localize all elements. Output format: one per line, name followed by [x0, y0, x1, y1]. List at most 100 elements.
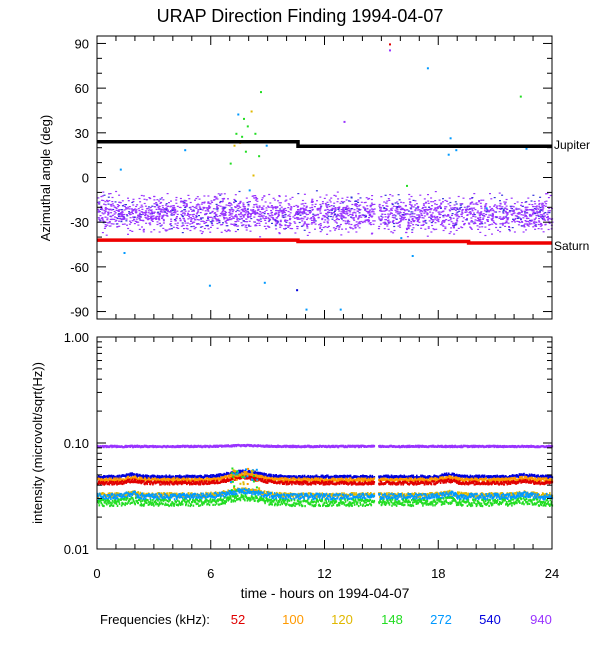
- band-point: [445, 215, 448, 217]
- band-point: [104, 226, 107, 228]
- intensity-point: [331, 477, 333, 480]
- band-point: [223, 206, 226, 208]
- band-point: [224, 229, 227, 231]
- intensity-point: [185, 474, 188, 477]
- band-point: [123, 209, 126, 211]
- band-point: [455, 229, 458, 231]
- intensity-point: [528, 473, 531, 476]
- band-point: [491, 212, 494, 215]
- band-point: [247, 205, 250, 207]
- band-point: [391, 209, 393, 211]
- intensity-point: [243, 474, 246, 477]
- band-point: [488, 228, 491, 230]
- band-point: [402, 219, 405, 221]
- band-point: [169, 223, 172, 225]
- band-point: [277, 212, 280, 214]
- band-point: [403, 216, 406, 218]
- band-point: [144, 216, 147, 218]
- band-point: [112, 205, 115, 207]
- intensity-point: [310, 479, 312, 482]
- band-point: [141, 226, 143, 228]
- intensity-point: [108, 477, 111, 480]
- intensity-point: [108, 478, 110, 482]
- band-point: [514, 215, 517, 217]
- band-point: [535, 208, 538, 210]
- band-point: [243, 206, 245, 208]
- band-point: [278, 232, 281, 234]
- band-point: [102, 220, 105, 222]
- band-point: [493, 197, 496, 199]
- band-point: [508, 210, 511, 212]
- band-point: [337, 228, 340, 230]
- band-point: [245, 227, 248, 229]
- band-point: [275, 213, 277, 215]
- band-point: [384, 194, 387, 196]
- band-point: [384, 219, 387, 221]
- band-point: [125, 207, 128, 209]
- band-point: [312, 215, 315, 217]
- band-point: [195, 204, 198, 206]
- band-point: [128, 223, 131, 225]
- intensity-point: [158, 476, 161, 479]
- scatter-point: [485, 207, 488, 210]
- band-point: [104, 216, 107, 218]
- band-point: [301, 203, 304, 205]
- band-point: [379, 209, 382, 211]
- band-point: [524, 213, 526, 215]
- band-point: [410, 208, 413, 210]
- band-point: [313, 219, 316, 221]
- intensity-point: [319, 476, 322, 479]
- band-point: [216, 205, 218, 207]
- intensity-point: [173, 477, 176, 480]
- band-point: [346, 222, 349, 224]
- intensity-point: [322, 474, 324, 477]
- band-point: [273, 219, 276, 221]
- band-point: [344, 217, 347, 219]
- band-point: [361, 221, 364, 224]
- band-point: [203, 227, 206, 230]
- band-point: [256, 206, 259, 209]
- band-point: [469, 207, 472, 210]
- band-point: [495, 206, 498, 208]
- band-point: [244, 212, 247, 214]
- band-point: [201, 217, 204, 219]
- intensity-point: [292, 479, 295, 482]
- band-point: [428, 206, 431, 208]
- band-point: [417, 216, 420, 219]
- intensity-point: [170, 477, 173, 480]
- band-point: [205, 219, 208, 222]
- band-point: [391, 221, 394, 223]
- intensity-point: [258, 474, 261, 477]
- band-point: [341, 202, 344, 204]
- band-point: [125, 218, 128, 220]
- band-point: [129, 212, 132, 214]
- intensity-point: [192, 476, 194, 479]
- band-point: [489, 193, 491, 195]
- band-point: [338, 210, 341, 212]
- intensity-point: [523, 472, 525, 475]
- intensity-point: [125, 475, 127, 478]
- band-point: [384, 216, 387, 218]
- band-point: [394, 217, 396, 219]
- band-point: [406, 236, 409, 238]
- band-point: [393, 225, 396, 228]
- intensity-point: [255, 473, 257, 476]
- band-point: [521, 205, 524, 207]
- band-point: [216, 210, 219, 212]
- band-point: [355, 231, 358, 233]
- intensity-point: [225, 473, 227, 476]
- band-point: [198, 215, 200, 217]
- intensity-point: [424, 475, 426, 478]
- band-point: [127, 206, 130, 208]
- band-point: [443, 221, 446, 223]
- band-point: [371, 204, 374, 206]
- band-point: [271, 208, 274, 210]
- band-point: [411, 211, 414, 213]
- band-point: [214, 215, 217, 217]
- band-point: [498, 207, 501, 210]
- band-point: [325, 194, 328, 196]
- intensity-point: [147, 479, 149, 482]
- intensity-point: [432, 476, 435, 479]
- band-point: [537, 228, 540, 230]
- band-point: [246, 213, 249, 215]
